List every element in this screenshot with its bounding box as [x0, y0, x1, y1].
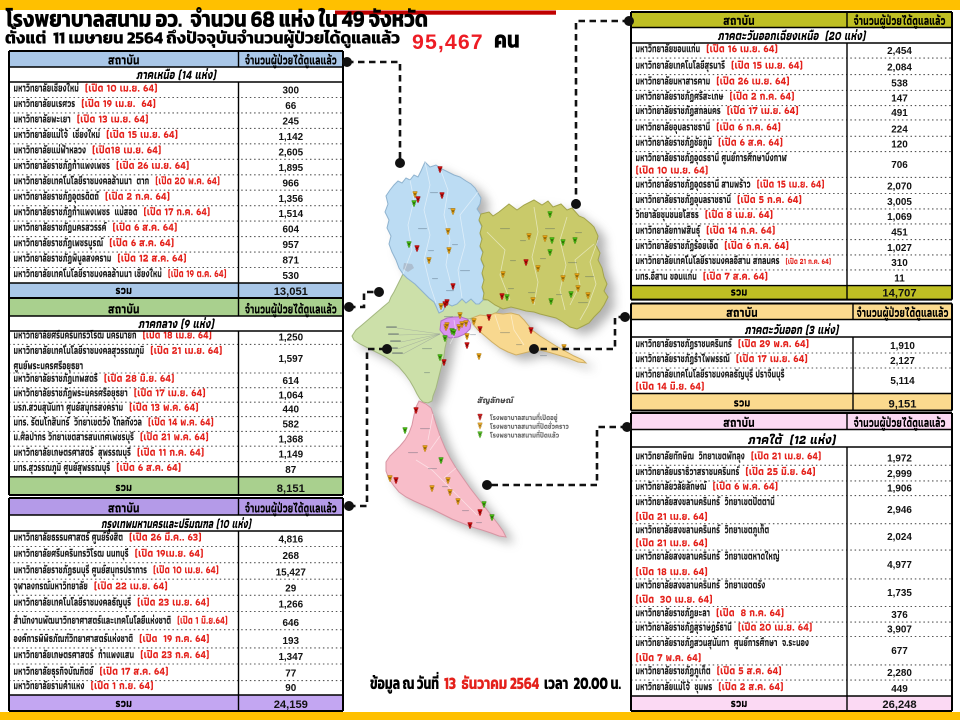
svg-text:3,907: 3,907: [887, 625, 912, 636]
svg-text:677: 677: [891, 646, 908, 657]
svg-text:530: 530: [283, 271, 300, 282]
svg-text:604: 604: [283, 225, 300, 236]
svg-text:1,895: 1,895: [278, 163, 303, 174]
svg-text:120: 120: [891, 140, 908, 151]
svg-text:646: 646: [283, 618, 300, 629]
svg-text:3,005: 3,005: [887, 197, 912, 208]
svg-text:1,250: 1,250: [278, 333, 303, 344]
svg-text:1,735: 1,735: [887, 588, 912, 599]
svg-text:9,151: 9,151: [889, 399, 917, 411]
svg-text:14,707: 14,707: [882, 288, 916, 300]
svg-text:2,999: 2,999: [887, 469, 912, 480]
svg-text:24,159: 24,159: [274, 699, 308, 711]
svg-text:2,024: 2,024: [887, 532, 912, 543]
svg-text:15,427: 15,427: [276, 567, 307, 578]
svg-text:957: 957: [283, 240, 300, 251]
svg-text:4,816: 4,816: [278, 535, 303, 546]
svg-text:1,149: 1,149: [278, 450, 303, 461]
svg-text:449: 449: [891, 684, 908, 695]
svg-text:1,368: 1,368: [278, 434, 303, 445]
svg-text:2,454: 2,454: [887, 46, 912, 57]
svg-text:2,280: 2,280: [887, 668, 912, 679]
svg-text:582: 582: [283, 420, 300, 431]
svg-text:440: 440: [283, 405, 300, 416]
svg-text:376: 376: [891, 610, 908, 621]
svg-text:1,597: 1,597: [278, 354, 303, 365]
svg-text:1,356: 1,356: [278, 194, 303, 205]
svg-text:1,266: 1,266: [278, 600, 303, 611]
svg-text:871: 871: [283, 256, 300, 267]
svg-text:1,347: 1,347: [278, 652, 303, 663]
svg-text:193: 193: [283, 636, 300, 647]
svg-text:2,070: 2,070: [887, 182, 912, 193]
svg-text:300: 300: [283, 86, 300, 97]
svg-text:966: 966: [283, 178, 300, 189]
svg-text:245: 245: [283, 117, 300, 128]
svg-text:2,946: 2,946: [887, 505, 912, 516]
svg-text:26,248: 26,248: [882, 699, 916, 711]
svg-text:1,972: 1,972: [887, 453, 912, 464]
svg-text:706: 706: [891, 160, 908, 171]
svg-text:1,910: 1,910: [890, 341, 915, 352]
svg-text:2,127: 2,127: [890, 356, 915, 367]
svg-text:29: 29: [285, 583, 296, 594]
svg-text:268: 268: [283, 551, 300, 562]
svg-text:1,142: 1,142: [278, 132, 303, 143]
svg-text:451: 451: [891, 228, 908, 239]
svg-text:1,514: 1,514: [278, 209, 303, 220]
svg-text:147: 147: [891, 94, 908, 105]
svg-text:87: 87: [285, 465, 296, 476]
svg-text:1,069: 1,069: [887, 212, 912, 223]
svg-text:66: 66: [285, 101, 296, 112]
svg-text:4,977: 4,977: [887, 560, 912, 571]
svg-text:538: 538: [891, 79, 908, 90]
svg-text:1,027: 1,027: [887, 243, 912, 254]
svg-text:8,151: 8,151: [277, 483, 305, 495]
svg-text:13,051: 13,051: [274, 286, 308, 298]
svg-text:2,084: 2,084: [887, 63, 912, 74]
svg-text:2,605: 2,605: [278, 147, 303, 158]
svg-text:5,114: 5,114: [890, 376, 915, 387]
svg-text:90: 90: [285, 683, 296, 694]
svg-text:77: 77: [285, 669, 296, 680]
svg-text:1,064: 1,064: [278, 390, 303, 401]
svg-text:224: 224: [891, 124, 908, 135]
svg-text:614: 614: [283, 376, 300, 387]
svg-text:1,906: 1,906: [887, 484, 912, 495]
svg-text:95,467: 95,467: [412, 30, 484, 54]
svg-text:491: 491: [891, 108, 908, 119]
svg-text:11: 11: [894, 274, 905, 285]
svg-text:310: 310: [891, 258, 908, 269]
